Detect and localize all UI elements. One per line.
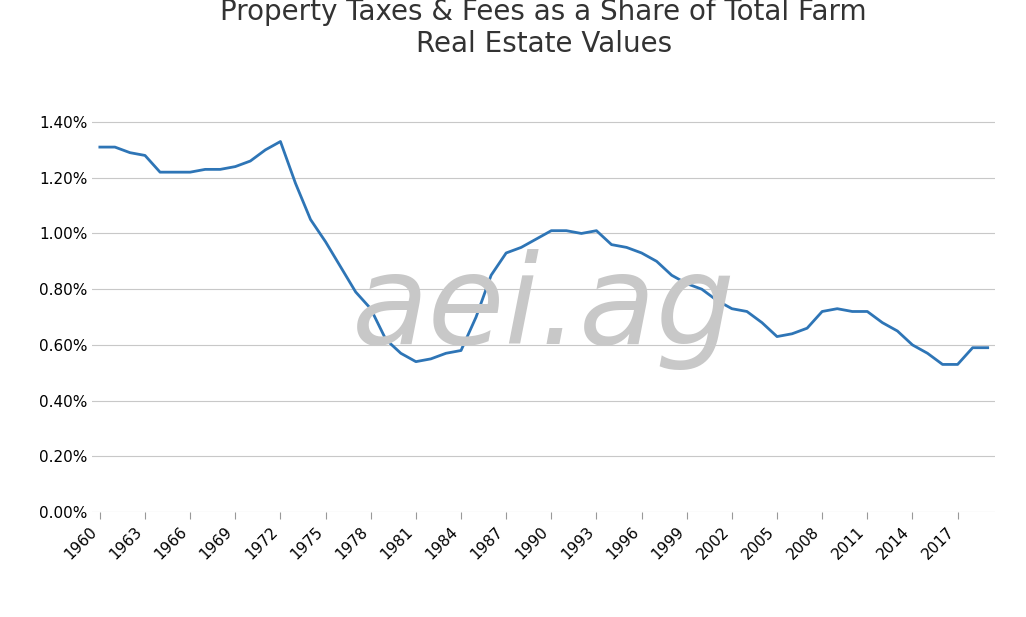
Title: Property Taxes & Fees as a Share of Total Farm
Real Estate Values: Property Taxes & Fees as a Share of Tota… xyxy=(221,0,867,59)
Text: aei.ag: aei.ag xyxy=(352,249,736,370)
